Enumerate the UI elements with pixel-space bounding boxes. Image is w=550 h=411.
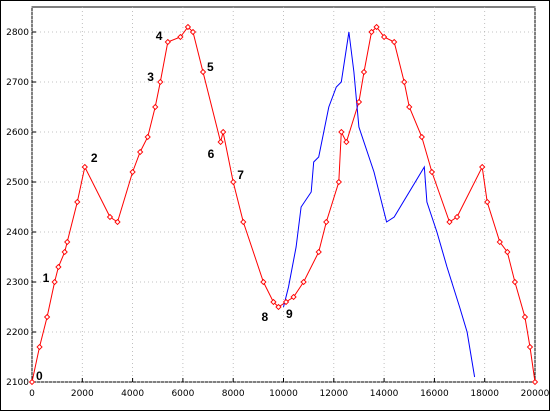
point-label: 6 — [208, 147, 215, 161]
data-point-marker — [144, 133, 151, 141]
x-tick-label: 2000 — [71, 389, 94, 399]
data-point-marker — [360, 68, 368, 76]
data-point-marker — [496, 238, 503, 246]
y-tick-label: 2400 — [6, 228, 29, 238]
point-annotations: 0 1 2 3 4 5 6 7 8 9 — [36, 29, 293, 383]
data-point-marker — [177, 33, 184, 41]
x-tick-label: 0 — [29, 389, 35, 399]
point-label: 5 — [207, 60, 214, 74]
data-point-marker — [479, 163, 486, 171]
x-tick-label: 4000 — [121, 389, 144, 399]
data-point-marker — [240, 218, 247, 226]
data-point-marker — [137, 148, 144, 156]
data-point-marker — [315, 248, 322, 256]
series-line-1 — [283, 31, 476, 378]
data-point-marker — [270, 298, 277, 306]
y-tick-label: 2500 — [6, 178, 29, 188]
data-point-marker — [36, 343, 43, 351]
data-point-marker — [446, 218, 453, 226]
data-point-marker — [217, 138, 224, 146]
data-point-marker — [511, 278, 519, 286]
y-tick-label: 2800 — [6, 28, 29, 38]
data-point-marker — [453, 213, 461, 221]
x-tick-label: 14000 — [370, 389, 399, 399]
data-point-marker — [275, 303, 282, 311]
data-point-marker — [323, 218, 330, 226]
data-point-marker — [484, 198, 491, 206]
data-point-marker — [355, 98, 363, 106]
point-label: 1 — [43, 271, 50, 285]
x-tick-label: 18000 — [470, 389, 499, 399]
data-point-marker — [380, 33, 388, 41]
point-label: 2 — [91, 151, 98, 165]
data-point-marker — [428, 168, 436, 176]
point-label: 3 — [147, 70, 154, 84]
data-point-marker — [61, 248, 68, 256]
data-point-marker — [164, 38, 171, 46]
data-point-marker — [129, 168, 136, 176]
y-tick-label: 2200 — [6, 328, 29, 338]
y-tick-label: 2700 — [6, 78, 29, 88]
data-point-marker — [368, 28, 375, 36]
data-point-marker — [43, 313, 51, 321]
data-point-marker — [230, 178, 237, 186]
data-point-marker — [300, 278, 307, 286]
data-point-marker — [521, 313, 529, 321]
data-point-marker — [81, 163, 88, 171]
data-point-marker — [152, 103, 159, 111]
data-point-marker — [418, 133, 425, 141]
data-point-marker — [55, 263, 62, 271]
data-point-marker — [391, 38, 398, 46]
point-label: 0 — [36, 369, 43, 383]
data-point-marker — [343, 138, 350, 146]
data-point-marker — [199, 68, 207, 76]
data-point-marker — [157, 78, 164, 86]
data-point-marker — [373, 23, 380, 31]
data-point-marker — [184, 23, 192, 31]
point-label: 7 — [237, 168, 244, 182]
x-tick-label: 16000 — [420, 389, 449, 399]
data-point-marker — [51, 278, 58, 286]
data-point-marker — [531, 378, 539, 386]
data-point-marker — [220, 128, 227, 136]
x-tick-label: 20000 — [521, 389, 550, 399]
y-tick-label: 2300 — [6, 278, 29, 288]
data-point-marker — [114, 218, 121, 226]
series-markers — [28, 23, 539, 386]
data-point-marker — [260, 278, 267, 286]
data-point-marker — [106, 213, 114, 221]
x-tick-label: 8000 — [222, 389, 245, 399]
axis-ticks: 0 2000 4000 6000 8000 10000 12000 14000 16000 180… — [6, 28, 549, 399]
data-point-marker — [189, 28, 197, 36]
x-tick-label: 10000 — [269, 389, 298, 399]
x-tick-label: 12000 — [319, 389, 348, 399]
data-point-marker — [338, 128, 345, 136]
data-point-marker — [335, 178, 342, 186]
data-point-marker — [282, 298, 290, 306]
data-point-marker — [64, 238, 71, 246]
data-point-marker — [290, 293, 297, 301]
data-point-marker — [406, 103, 413, 111]
data-point-marker — [504, 248, 511, 256]
x-tick-label: 6000 — [171, 389, 194, 399]
data-point-marker — [28, 378, 36, 386]
grid — [31, 7, 536, 383]
point-label: 4 — [156, 29, 163, 43]
y-tick-label: 2600 — [6, 128, 29, 138]
data-point-marker — [526, 343, 534, 351]
data-point-marker — [401, 78, 408, 86]
point-label: 8 — [261, 310, 268, 324]
point-label: 9 — [286, 307, 293, 321]
y-tick-label: 2100 — [6, 378, 29, 388]
data-point-marker — [74, 198, 81, 206]
